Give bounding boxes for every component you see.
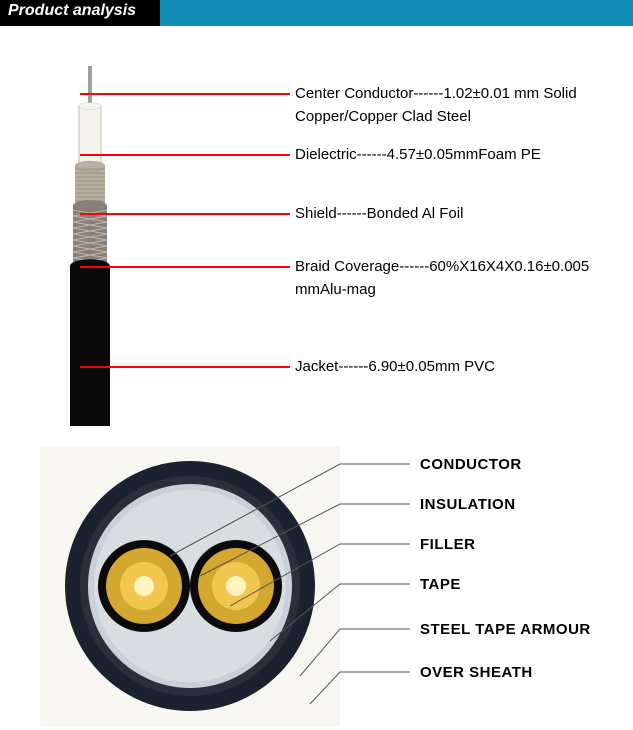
d2-label: STEEL TAPE ARMOUR	[420, 621, 591, 638]
header-bar: Product analysis	[0, 0, 633, 26]
callout-line	[80, 266, 290, 268]
callout-line	[80, 213, 290, 215]
callout-line	[80, 366, 290, 368]
callout-label: Jacket------6.90±0.05mm PVC	[295, 356, 625, 379]
callout-label: Braid Coverage------60%X16X4X0.16±0.005 …	[295, 256, 625, 301]
callout-label: Shield------Bonded Al Foil	[295, 203, 625, 226]
d2-label: OVER SHEATH	[420, 664, 533, 681]
cable-side-svg	[60, 66, 120, 436]
callout-line	[80, 93, 290, 95]
d2-label: FILLER	[420, 536, 476, 553]
cross-section-diagram: CONDUCTOR INSULATION FILLER TAPE STEEL TAPE …	[0, 426, 633, 726]
d2-label: CONDUCTOR	[420, 456, 522, 473]
cable-cross-svg	[40, 446, 340, 726]
header-title: Product analysis	[0, 0, 160, 26]
side-view-diagram: Center Conductor------1.02±0.01 mm Solid…	[0, 26, 633, 426]
callout-label: Center Conductor------1.02±0.01 mm Solid…	[295, 83, 625, 128]
header-spacer	[160, 0, 633, 26]
d2-label: INSULATION	[420, 496, 516, 513]
callout-label: Dielectric------4.57±0.05mmFoam PE	[295, 144, 625, 167]
callout-line	[80, 154, 290, 156]
d2-label: TAPE	[420, 576, 461, 593]
